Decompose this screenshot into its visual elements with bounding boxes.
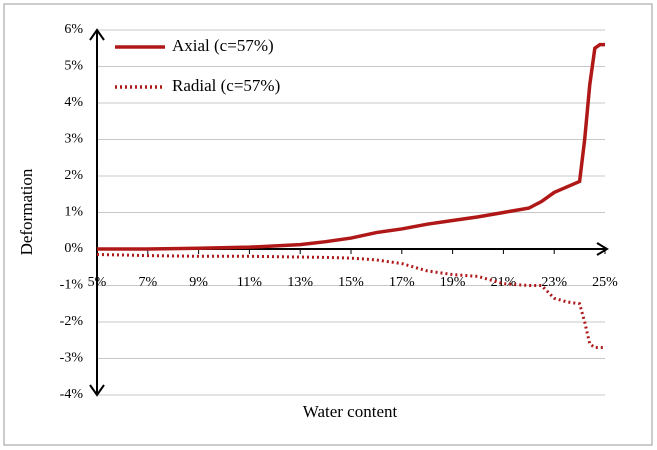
y-tick-label: 2% xyxy=(64,168,83,183)
y-tick-label: -3% xyxy=(60,351,84,366)
x-tick-label: 21% xyxy=(491,275,517,290)
y-tick-label: -4% xyxy=(60,387,84,402)
x-tick-label: 17% xyxy=(389,275,415,290)
x-axis-title: Water content xyxy=(303,402,398,421)
line-series xyxy=(96,252,605,350)
line-series xyxy=(97,42,605,251)
y-tick-label: 1% xyxy=(64,205,83,220)
legend-label: Axial (c=57%) xyxy=(172,36,274,55)
x-tick-label: 7% xyxy=(138,275,157,290)
x-tick-label: 19% xyxy=(440,275,466,290)
y-tick-label: 0% xyxy=(64,241,83,256)
legend-label: Radial (c=57%) xyxy=(172,76,280,95)
y-tick-label: -1% xyxy=(60,278,84,293)
x-tick-label: 25% xyxy=(592,275,618,290)
frame xyxy=(3,3,653,446)
y-axis-arrow xyxy=(89,28,105,41)
y-tick-label: 4% xyxy=(64,95,83,110)
x-tick-label: 23% xyxy=(541,275,567,290)
x-tick-label: 11% xyxy=(237,275,262,290)
x-axis-arrow xyxy=(596,242,609,256)
y-axis-arrow xyxy=(89,384,105,397)
x-tick-label: 15% xyxy=(338,275,364,290)
y-tick-label: 6% xyxy=(64,22,83,37)
y-tick-label: 3% xyxy=(64,132,83,147)
y-axis-title: Deformation xyxy=(17,168,36,255)
x-tick-label: 9% xyxy=(189,275,208,290)
x-tick-label: 13% xyxy=(287,275,313,290)
y-tick-label: 5% xyxy=(64,59,83,74)
y-tick-label: -2% xyxy=(60,314,84,329)
